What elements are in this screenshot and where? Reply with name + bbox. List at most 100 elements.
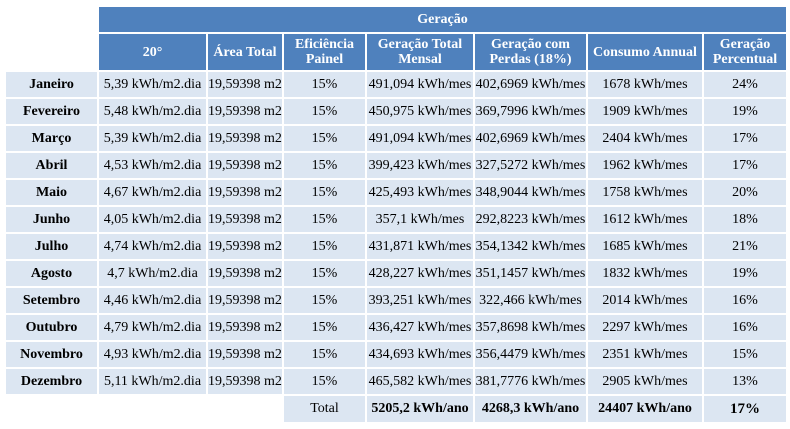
cell-percentual: 24% — [704, 72, 786, 97]
col-header-geracao-com-perdas: Geração com Perdas (18%) — [475, 34, 586, 70]
cell-geracao-total: 399,423 kWh/mes — [367, 153, 473, 178]
row-month-label: Julho — [6, 234, 97, 259]
cell-eficiencia: 15% — [284, 126, 365, 151]
cell-percentual: 16% — [704, 288, 786, 313]
cell-geracao-perdas: 357,8698 kWh/mes — [475, 315, 586, 340]
cell-eficiencia: 15% — [284, 99, 365, 124]
cell-geracao-total: 465,582 kWh/mes — [367, 369, 473, 394]
cell-consumo: 1909 kWh/mes — [588, 99, 702, 124]
table-row: Novembro 4,93 kWh/m2.dia 19,59398 m2 15% 434… — [6, 342, 786, 367]
row-month-label: Março — [6, 126, 97, 151]
cell-irradiacao: 4,53 kWh/m2.dia — [99, 153, 206, 178]
cell-eficiencia: 15% — [284, 369, 365, 394]
col-header-line: Consumo Annual — [593, 44, 697, 60]
cell-geracao-perdas: 351,1457 kWh/mes — [475, 261, 586, 286]
cell-area-total: 19,59398 m2 — [208, 180, 282, 205]
cell-eficiencia: 15% — [284, 234, 365, 259]
cell-consumo: 2404 kWh/mes — [588, 126, 702, 151]
cell-percentual: 15% — [704, 342, 786, 367]
cell-irradiacao: 4,74 kWh/m2.dia — [99, 234, 206, 259]
table-row: Outubro 4,79 kWh/m2.dia 19,59398 m2 15% 436,… — [6, 315, 786, 340]
cell-area-total: 19,59398 m2 — [208, 153, 282, 178]
cell-consumo: 2014 kWh/mes — [588, 288, 702, 313]
cell-consumo: 2351 kWh/mes — [588, 342, 702, 367]
cell-geracao-total: 436,427 kWh/mes — [367, 315, 473, 340]
table-row: Agosto 4,7 kWh/m2.dia 19,59398 m2 15% 428,22… — [6, 261, 786, 286]
cell-irradiacao: 5,39 kWh/m2.dia — [99, 72, 206, 97]
row-month-label: Maio — [6, 180, 97, 205]
cell-irradiacao: 4,05 kWh/m2.dia — [99, 207, 206, 232]
group-header-geracao: Geração — [99, 7, 786, 32]
cell-consumo: 2905 kWh/mes — [588, 369, 702, 394]
cell-percentual: 16% — [704, 315, 786, 340]
cell-area-total: 19,59398 m2 — [208, 261, 282, 286]
cell-geracao-perdas: 322,466 kWh/mes — [475, 288, 586, 313]
total-label: Total — [284, 396, 365, 422]
cell-geracao-perdas: 356,4479 kWh/mes — [475, 342, 586, 367]
cell-irradiacao: 4,93 kWh/m2.dia — [99, 342, 206, 367]
col-header-line: Área Total — [213, 44, 277, 60]
cell-geracao-perdas: 292,8223 kWh/mes — [475, 207, 586, 232]
geracao-table: Geração 20° Área Total Eficiência Painel … — [4, 5, 788, 424]
cell-eficiencia: 15% — [284, 153, 365, 178]
cell-geracao-total: 434,693 kWh/mes — [367, 342, 473, 367]
cell-geracao-perdas: 381,7776 kWh/mes — [475, 369, 586, 394]
col-header-geracao-percentual: Geração Percentual — [704, 34, 786, 70]
cell-consumo: 1962 kWh/mes — [588, 153, 702, 178]
col-header-line: Geração com — [491, 37, 570, 52]
cell-area-total: 19,59398 m2 — [208, 369, 282, 394]
cell-geracao-total: 491,094 kWh/mes — [367, 126, 473, 151]
table-row: Maio 4,67 kWh/m2.dia 19,59398 m2 15% 425,493… — [6, 180, 786, 205]
row-month-label: Junho — [6, 207, 97, 232]
col-header-consumo-annual: Consumo Annual — [588, 34, 702, 70]
row-month-label: Dezembro — [6, 369, 97, 394]
total-row: Total 5205,2 kWh/ano 4268,3 kWh/ano 2440… — [6, 396, 786, 422]
total-geracao-total: 5205,2 kWh/ano — [367, 396, 473, 422]
table-row: Abril 4,53 kWh/m2.dia 19,59398 m2 15% 399,42… — [6, 153, 786, 178]
col-header-geracao-total-mensal: Geração Total Mensal — [367, 34, 473, 70]
table-row: Janeiro 5,39 kWh/m2.dia 19,59398 m2 15% 491,… — [6, 72, 786, 97]
cell-area-total: 19,59398 m2 — [208, 99, 282, 124]
blank-cell — [99, 396, 206, 422]
cell-irradiacao: 5,11 kWh/m2.dia — [99, 369, 206, 394]
cell-area-total: 19,59398 m2 — [208, 207, 282, 232]
cell-area-total: 19,59398 m2 — [208, 126, 282, 151]
cell-consumo: 1678 kWh/mes — [588, 72, 702, 97]
cell-geracao-total: 393,251 kWh/mes — [367, 288, 473, 313]
col-header-area-total: Área Total — [208, 34, 282, 70]
cell-geracao-perdas: 402,6969 kWh/mes — [475, 72, 586, 97]
cell-geracao-perdas: 402,6969 kWh/mes — [475, 126, 586, 151]
total-consumo: 24407 kWh/ano — [588, 396, 702, 422]
group-header-row: Geração — [6, 7, 786, 32]
col-header-line: Geração — [719, 37, 771, 52]
cell-consumo: 1612 kWh/mes — [588, 207, 702, 232]
row-month-label: Agosto — [6, 261, 97, 286]
blank-cell — [6, 396, 97, 422]
cell-geracao-perdas: 354,1342 kWh/mes — [475, 234, 586, 259]
cell-geracao-perdas: 327,5272 kWh/mes — [475, 153, 586, 178]
table-row: Junho 4,05 kWh/m2.dia 19,59398 m2 15% 357,1 … — [6, 207, 786, 232]
cell-area-total: 19,59398 m2 — [208, 288, 282, 313]
cell-eficiencia: 15% — [284, 288, 365, 313]
col-header-line: Mensal — [398, 52, 442, 67]
cell-percentual: 13% — [704, 369, 786, 394]
column-header-row: 20° Área Total Eficiência Painel Geração … — [6, 34, 786, 70]
row-month-label: Janeiro — [6, 72, 97, 97]
cell-percentual: 19% — [704, 99, 786, 124]
col-header-line: Geração Total — [377, 37, 463, 52]
col-header-line: Eficiência — [294, 37, 355, 52]
table-body: Janeiro 5,39 kWh/m2.dia 19,59398 m2 15% 491,… — [6, 72, 786, 394]
table-row: Março 5,39 kWh/m2.dia 19,59398 m2 15% 491,09… — [6, 126, 786, 151]
cell-geracao-total: 450,975 kWh/mes — [367, 99, 473, 124]
table-row: Julho 4,74 kWh/m2.dia 19,59398 m2 15% 431,87… — [6, 234, 786, 259]
cell-eficiencia: 15% — [284, 180, 365, 205]
col-header-eficiencia-painel: Eficiência Painel — [284, 34, 365, 70]
cell-geracao-total: 431,871 kWh/mes — [367, 234, 473, 259]
cell-geracao-perdas: 348,9044 kWh/mes — [475, 180, 586, 205]
cell-percentual: 17% — [704, 126, 786, 151]
cell-consumo: 1832 kWh/mes — [588, 261, 702, 286]
row-month-label: Outubro — [6, 315, 97, 340]
col-header-20-graus: 20° — [99, 34, 206, 70]
table-row: Dezembro 5,11 kWh/m2.dia 19,59398 m2 15% 465… — [6, 369, 786, 394]
cell-eficiencia: 15% — [284, 72, 365, 97]
